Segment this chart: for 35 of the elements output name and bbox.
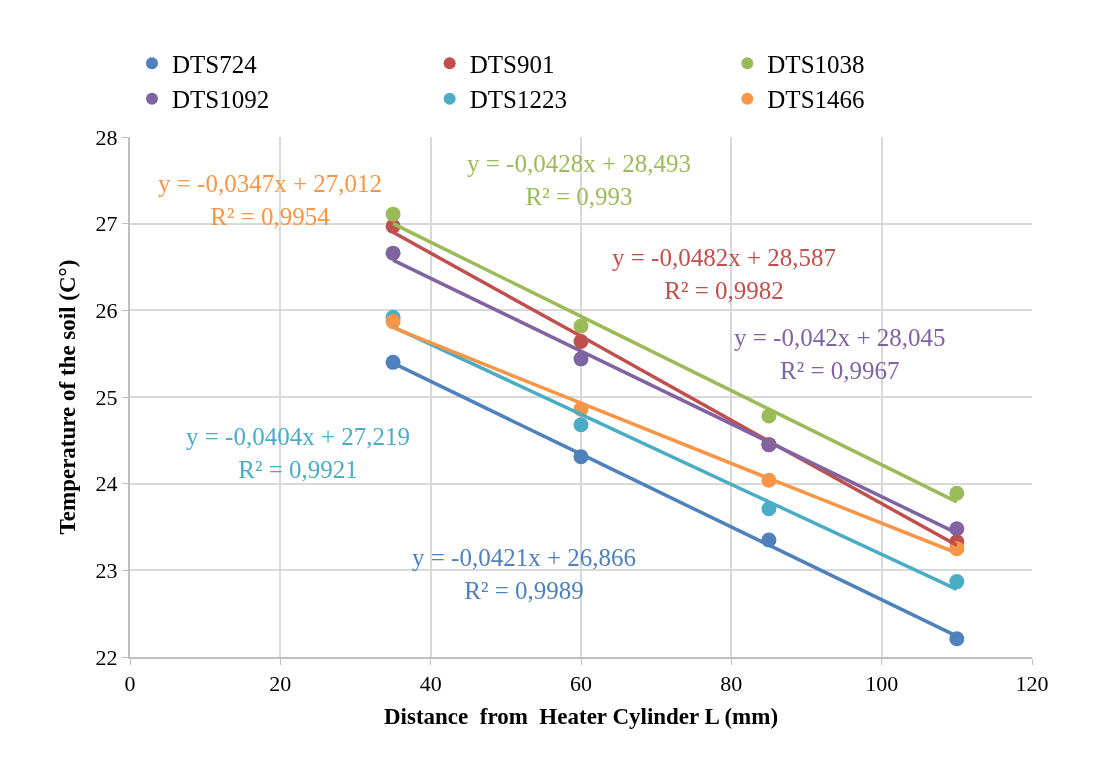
legend-label: DTS1092 (172, 86, 270, 114)
y-axis-title: Temperature of the soil (C°) (54, 259, 80, 535)
legend-label: DTS1223 (469, 86, 567, 114)
x-tick-label: 0 (124, 671, 136, 697)
y-tick-label: 25 (95, 384, 118, 410)
y-tick-label: 23 (95, 558, 118, 584)
legend-label: DTS1466 (767, 86, 865, 114)
annotation: y = -0,0428x + 28,493 R² = 0,993 (467, 150, 692, 210)
x-tick-label: 120 (1015, 671, 1049, 697)
point (385, 314, 401, 330)
point (385, 206, 401, 222)
legend-label: DTS1038 (767, 50, 865, 78)
annotation: y = -0,0421x + 26,866 R² = 0,9989 (412, 544, 637, 604)
annotation: y = -0,0404x + 27,219 R² = 0,9921 (186, 423, 411, 483)
point (385, 245, 401, 261)
annotation: y = -0,042x + 28,045 R² = 0,9967 (734, 324, 946, 384)
point (573, 318, 589, 334)
y-tick-label: 27 (95, 211, 118, 237)
x-tick-label: 60 (570, 671, 592, 697)
point (949, 485, 965, 501)
x-tick-label: 40 (419, 671, 442, 697)
x-tick-label: 100 (865, 671, 899, 697)
x-tick-label: 80 (720, 671, 743, 697)
legend-label: DTS901 (469, 50, 555, 78)
annotation: y = -0,0482x + 28,587 R² = 0,9982 (612, 244, 837, 304)
y-tick-label: 22 (95, 644, 118, 670)
annotation: y = -0,0347x + 27,012 R² = 0,9954 (158, 170, 383, 230)
y-tick-label: 28 (95, 124, 118, 150)
y-tick-label: 24 (95, 471, 118, 497)
legend-label: DTS724 (172, 50, 258, 78)
point (573, 417, 589, 433)
x-axis-title: Distance from Heater Cylinder L (mm) (383, 703, 779, 729)
y-tick-label: 26 (95, 298, 118, 324)
x-tick-label: 20 (269, 671, 292, 697)
point (949, 574, 965, 590)
